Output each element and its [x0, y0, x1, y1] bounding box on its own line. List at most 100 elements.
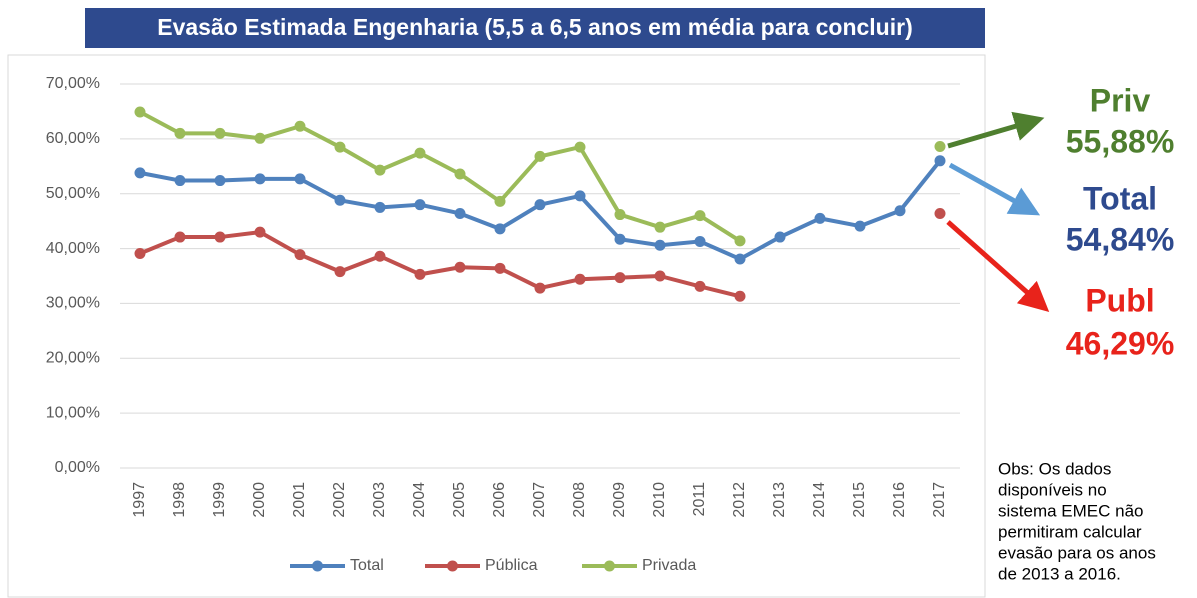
x-tick-label: 2003 — [371, 482, 388, 518]
chart-title: Evasão Estimada Engenharia (5,5 a 6,5 an… — [157, 14, 912, 40]
data-point — [174, 231, 186, 243]
data-point — [934, 155, 946, 167]
data-point — [294, 249, 306, 261]
note-line: permitiram calcular — [998, 522, 1142, 541]
y-tick-label: 40,00% — [46, 240, 100, 257]
data-point — [134, 248, 146, 260]
data-point — [614, 233, 626, 245]
x-tick-label: 2013 — [771, 482, 788, 518]
title-banner — [85, 8, 985, 48]
data-point — [374, 250, 386, 262]
data-point — [334, 194, 346, 206]
data-point — [174, 127, 186, 139]
data-point — [654, 221, 666, 233]
x-tick-label: 2012 — [731, 482, 748, 518]
data-point — [734, 235, 746, 247]
annotation: Total — [1083, 180, 1157, 216]
data-point — [134, 106, 146, 118]
data-point — [334, 141, 346, 153]
data-point — [374, 164, 386, 176]
data-point — [774, 231, 786, 243]
y-tick-label: 60,00% — [46, 130, 100, 147]
x-tick-label: 1997 — [131, 482, 148, 518]
x-tick-label: 2016 — [891, 482, 908, 518]
data-point — [454, 168, 466, 180]
note-line: evasão para os anos — [998, 543, 1156, 562]
data-point — [814, 212, 826, 224]
annotations: Priv 55,88% Total 54,84% Publ 46,29% — [946, 82, 1175, 361]
data-point — [254, 132, 266, 144]
data-point — [854, 220, 866, 232]
note-line: de 2013 a 2016. — [998, 564, 1121, 583]
data-point — [414, 268, 426, 280]
data-point — [214, 175, 226, 187]
legend-label: Privada — [642, 557, 696, 574]
arrow — [946, 220, 1050, 312]
x-tick-label: 2008 — [571, 482, 588, 518]
data-point — [694, 235, 706, 247]
legend-marker — [312, 560, 323, 572]
data-point — [254, 226, 266, 238]
data-point — [534, 282, 546, 294]
notes: Obs: Os dados disponíveis no sistema EMEC … — [998, 459, 1156, 583]
data-point — [534, 199, 546, 211]
data-point — [654, 270, 666, 282]
x-tick-label: 2000 — [251, 482, 268, 518]
chart-frame — [7, 54, 986, 598]
data-point — [574, 273, 586, 285]
y-tick-label: 50,00% — [46, 185, 100, 202]
data-point — [494, 262, 506, 274]
data-point — [174, 175, 186, 187]
data-point — [214, 127, 226, 139]
x-tick-label: 2010 — [651, 482, 668, 518]
data-point — [254, 173, 266, 185]
note-line: disponíveis no — [998, 480, 1107, 499]
data-point — [454, 261, 466, 273]
note-line: Obs: Os dados — [998, 459, 1111, 478]
data-point — [374, 201, 386, 213]
data-point — [614, 272, 626, 284]
data-point — [414, 147, 426, 159]
data-point — [934, 207, 946, 219]
data-point — [694, 280, 706, 292]
arrow — [947, 111, 1045, 149]
data-point — [134, 167, 146, 179]
data-point — [894, 205, 906, 217]
arrow — [948, 162, 1041, 216]
annotation: 54,84% — [1066, 221, 1175, 257]
x-tick-label: 2011 — [691, 482, 708, 517]
data-point — [294, 120, 306, 132]
x-tick-label: 1998 — [171, 482, 188, 518]
y-tick-label: 0,00% — [55, 459, 100, 476]
y-tick-label: 70,00% — [46, 75, 100, 92]
data-point — [694, 210, 706, 222]
x-tick-label: 1999 — [211, 482, 228, 518]
x-tick-label: 2004 — [411, 482, 428, 518]
y-tick-label: 20,00% — [46, 350, 100, 367]
legend-marker — [604, 560, 615, 572]
legend-label: Total — [350, 557, 384, 574]
data-point — [934, 141, 946, 153]
x-tick-label: 2006 — [491, 482, 508, 518]
x-tick-label: 2002 — [331, 482, 348, 518]
data-point — [614, 209, 626, 221]
data-point — [734, 290, 746, 302]
data-point — [574, 141, 586, 153]
data-point — [294, 173, 306, 185]
x-tick-label: 2017 — [931, 482, 948, 518]
legend-marker — [447, 560, 458, 572]
data-point — [734, 253, 746, 265]
plot: 0,00% 10,00% 20,00% 30,00% 40,00% 50,00% 60,00… — [46, 75, 960, 574]
data-point — [654, 239, 666, 251]
x-tick-label: 2001 — [291, 482, 308, 518]
data-point — [574, 190, 586, 202]
x-tick-label: 2007 — [531, 482, 548, 518]
data-point — [214, 231, 226, 243]
x-tick-label: 2009 — [611, 482, 628, 518]
legend-label: Pública — [485, 557, 538, 574]
x-tick-label: 2015 — [851, 482, 868, 518]
y-tick-label: 10,00% — [46, 404, 100, 421]
data-point — [494, 223, 506, 235]
annotation: Publ — [1085, 282, 1154, 318]
x-tick-label: 2005 — [451, 482, 468, 518]
